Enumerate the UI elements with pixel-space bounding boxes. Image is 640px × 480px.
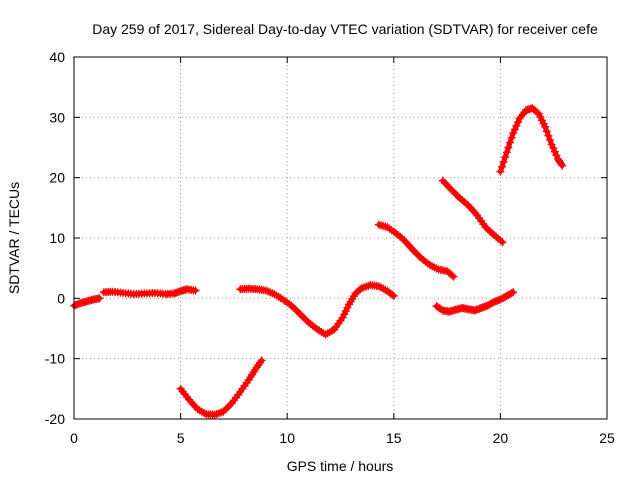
data-point-marker — [552, 151, 561, 160]
x-axis-title: GPS time / hours — [287, 458, 394, 474]
data-point-marker — [496, 167, 505, 176]
y-tick-label: 0 — [57, 290, 65, 306]
data-point-marker — [549, 144, 558, 153]
data-point-marker — [507, 289, 516, 298]
y-tick-label: 20 — [49, 170, 65, 186]
x-tick-label: 20 — [493, 430, 509, 446]
data-point-marker — [504, 143, 513, 152]
data-point-marker — [533, 108, 542, 117]
series-arc-1 — [70, 294, 104, 310]
data-point-marker — [510, 125, 519, 134]
data-point-marker — [544, 131, 553, 140]
data-point-marker — [389, 291, 398, 300]
series-arc-8 — [496, 104, 567, 176]
x-tick-label: 15 — [386, 430, 402, 446]
data-point-marker — [499, 157, 508, 166]
data-point-marker — [501, 153, 510, 162]
y-tick-label: 40 — [49, 49, 65, 65]
x-tick-label: 25 — [599, 430, 615, 446]
series-arc-4 — [236, 281, 398, 339]
x-tick-label: 0 — [70, 430, 78, 446]
series-arc-2 — [99, 285, 200, 299]
series-arc-7 — [438, 176, 507, 247]
data-point-marker — [505, 138, 514, 147]
data-point-marker — [558, 161, 567, 170]
data-point-marker — [497, 162, 506, 171]
data-point-marker — [447, 271, 456, 280]
data-point-marker — [257, 356, 266, 365]
axis-ticks: 0 5 10 15 20 25 -20 -10 0 10 20 30 40 — [45, 49, 615, 446]
series-arc-5 — [374, 220, 458, 281]
data-point-marker — [388, 290, 397, 299]
y-tick-label: 10 — [49, 230, 65, 246]
data-point-marker — [547, 140, 556, 149]
data-point-marker — [512, 121, 521, 130]
chart-title: Day 259 of 2017, Sidereal Day-to-day VTE… — [92, 21, 598, 37]
y-tick-label: -10 — [45, 351, 65, 367]
data-point-marker — [513, 118, 522, 127]
data-point-marker — [498, 238, 507, 247]
data-point-marker — [509, 129, 518, 138]
y-tick-label: 30 — [49, 109, 65, 125]
y-tick-label: -20 — [45, 411, 65, 427]
data-point-marker — [191, 286, 200, 295]
data-point-marker — [507, 133, 516, 142]
data-point-marker — [550, 147, 559, 156]
data-series — [70, 104, 567, 419]
data-point-marker — [541, 122, 550, 131]
series-arc-3 — [176, 356, 266, 419]
data-point-marker — [509, 288, 518, 297]
series-arc-6 — [432, 288, 518, 316]
data-point-marker — [557, 159, 566, 168]
y-axis-title: SDTVAR / TECUs — [6, 182, 22, 294]
data-point-marker — [449, 272, 458, 281]
x-tick-label: 10 — [279, 430, 295, 446]
data-point-marker — [95, 294, 104, 303]
data-point-marker — [502, 148, 511, 157]
x-tick-label: 5 — [177, 430, 185, 446]
data-point-marker — [542, 127, 551, 136]
data-point-marker — [545, 136, 554, 145]
